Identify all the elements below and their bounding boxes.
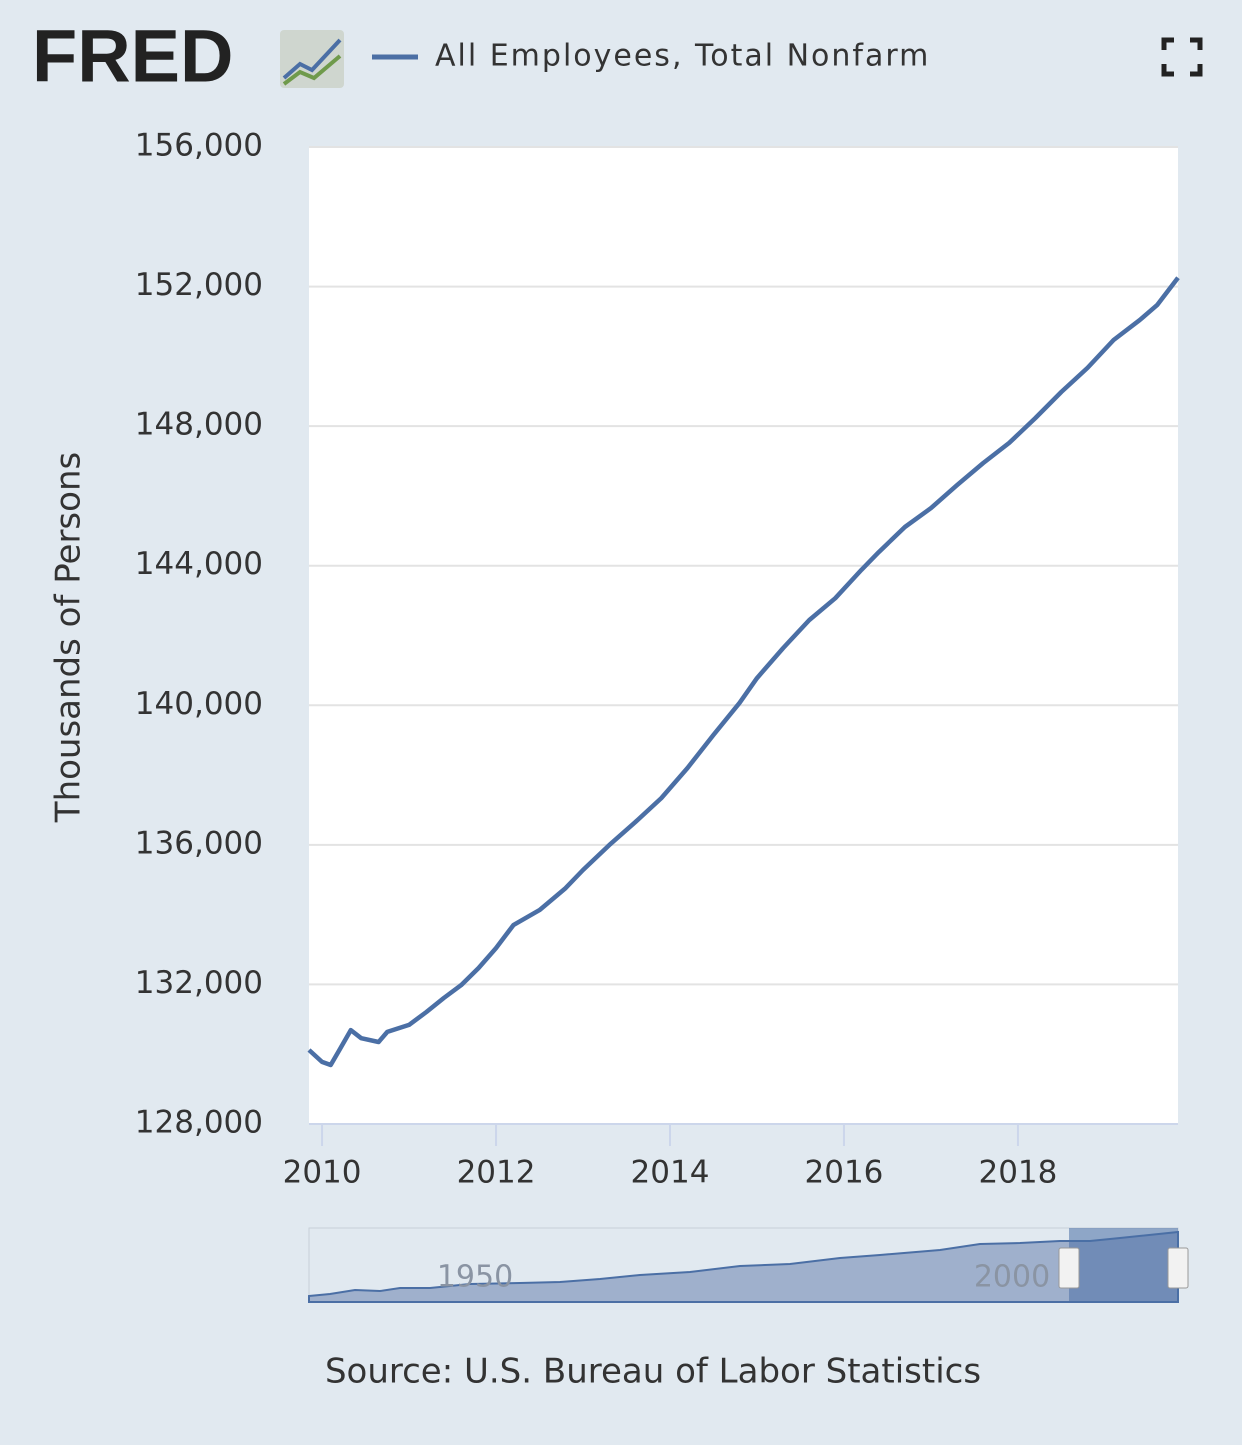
source: Source: U.S. Bureau of Labor Statistics [325, 1352, 981, 1392]
x-tick-label: 2016 [805, 1155, 884, 1191]
logo-icon [280, 30, 344, 88]
y-tick-label: 156,000 [135, 128, 263, 164]
navigator-label: 2000 [974, 1260, 1050, 1295]
y-tick-label: 152,000 [135, 267, 263, 303]
y-tick-label: 132,000 [135, 965, 263, 1001]
plot-area [309, 147, 1178, 1124]
y-tick-label: 144,000 [135, 546, 263, 582]
y-axis-label: Thousands of Persons [49, 452, 89, 823]
fullscreen-button[interactable] [1161, 37, 1203, 77]
range-handle[interactable] [1167, 1247, 1189, 1289]
navigator [308, 1227, 1189, 1303]
x-tick-label: 2014 [631, 1155, 710, 1191]
y-tick-label: 136,000 [135, 825, 263, 861]
y-tick-label: 148,000 [135, 407, 263, 443]
x-tick-label: 2012 [457, 1155, 536, 1191]
y-tick-label: 128,000 [135, 1105, 263, 1141]
y-tick-label: 140,000 [135, 686, 263, 722]
range-handle[interactable] [1058, 1247, 1080, 1289]
legend-label: All Employees, Total Nonfarm [435, 39, 930, 74]
navigator-label: 1950 [437, 1260, 513, 1295]
x-tick-label: 2010 [283, 1155, 362, 1191]
x-tick-label: 2018 [978, 1155, 1057, 1191]
data-line [307, 276, 1180, 1068]
logo: FRED [32, 15, 233, 98]
